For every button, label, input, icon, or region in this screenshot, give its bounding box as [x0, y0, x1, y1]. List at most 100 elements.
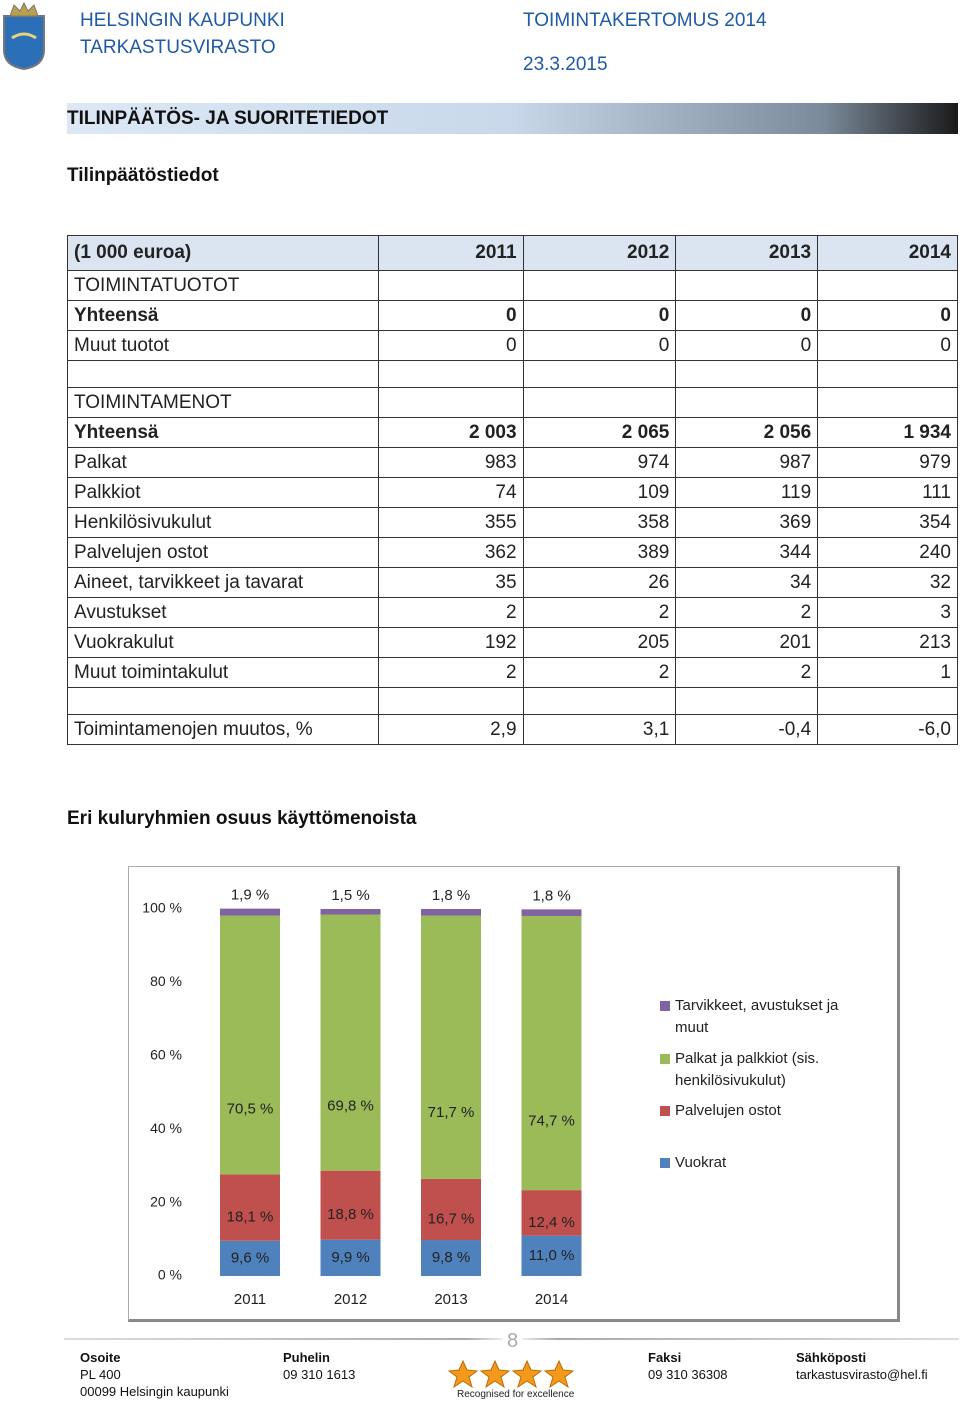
- table-cell: [522, 387, 677, 418]
- table-cell: 2: [675, 657, 819, 688]
- x-tick-label: 2012: [334, 1291, 367, 1308]
- table-cell: 1: [817, 657, 958, 688]
- org-unit: TARKASTUSVIRASTO: [80, 37, 276, 58]
- table-cell: 355: [377, 507, 524, 538]
- table-cell: 240: [817, 537, 958, 568]
- footer-text: 09 310 1613: [283, 1367, 356, 1382]
- y-tick-label: 0 %: [158, 1267, 182, 1283]
- footer-column: Puhelin 09 310 1613: [283, 1349, 355, 1383]
- table-row: Muut tuotot 0 0 0 0: [67, 330, 958, 361]
- table-cell: 2: [522, 597, 677, 628]
- table-cell: 0: [817, 330, 958, 361]
- bar-segment: [521, 1235, 582, 1276]
- table-cell: 2013: [675, 235, 819, 271]
- table-cell: 0: [817, 300, 958, 331]
- table-cell: 362: [377, 537, 524, 568]
- table-cell: 2: [377, 657, 524, 688]
- table-row: Toimintamenojen muutos, % 2,9 3,1 -0,4 -6,0: [67, 714, 958, 745]
- crest: [3, 2, 45, 70]
- data-label: 11,0 %: [529, 1247, 575, 1264]
- footer-heading: Puhelin: [283, 1350, 330, 1365]
- badge-text: Recognised for excellence: [457, 1389, 575, 1400]
- table-row: [67, 687, 958, 715]
- data-label: 18,1 %: [227, 1209, 274, 1226]
- table-cell: Muut tuotot: [67, 330, 379, 361]
- table-cell: Yhteensä: [67, 300, 379, 331]
- legend-entry: Palvelujen ostot: [660, 1100, 875, 1122]
- table-cell: [522, 687, 677, 715]
- table-cell: -0,4: [675, 714, 819, 745]
- x-tick-label: 2013: [434, 1291, 467, 1308]
- bar-segment: [421, 1178, 481, 1241]
- table-cell: (1 000 euroa): [67, 235, 379, 271]
- table-cell: 0: [522, 300, 677, 331]
- footer-heading: Sähköposti: [796, 1350, 867, 1365]
- chart: 0 % 20 % 40 % 60 % 80 % 100 % 9,6 % 18,1 % 70,5 …: [142, 887, 582, 1308]
- report-date: 23.3.2015: [523, 54, 608, 75]
- table-row: Palvelujen ostot 362 389 344 240: [67, 537, 958, 568]
- bar-segment: [220, 915, 280, 1175]
- table-cell: 2,9: [377, 714, 524, 745]
- table-row: Avustukset 2 2 2 3: [67, 597, 958, 628]
- table-cell: 2014: [817, 235, 958, 271]
- data-label: 1,8 %: [532, 887, 570, 904]
- legend-label: Vuokrat: [675, 1154, 727, 1171]
- legend-entry: Palkat ja palkkiot (sis. henkilösivukulu…: [660, 1048, 875, 1092]
- y-tick-label: 100 %: [142, 900, 182, 916]
- table-row: Palkat 983 974 987 979: [67, 447, 958, 478]
- table-cell: 34: [675, 567, 819, 598]
- table-cell: 3: [817, 597, 958, 628]
- y-tick-label: 20 %: [150, 1193, 182, 1209]
- x-tick-label: 2011: [234, 1291, 266, 1308]
- table-cell: 2 003: [377, 417, 524, 448]
- table-cell: Yhteensä: [67, 417, 379, 448]
- section-title: TOIMINTATUOTOT: [67, 270, 379, 301]
- table-cell: 344: [675, 537, 819, 568]
- table-cell: 119: [675, 477, 819, 508]
- data-label: 18,8 %: [327, 1206, 374, 1223]
- table-cell: 109: [522, 477, 677, 508]
- table-cell: 74: [377, 477, 524, 508]
- bar-segment: [421, 915, 481, 1179]
- table-cell: Palvelujen ostot: [67, 537, 379, 568]
- legend-label: Palkat ja palkkiot (sis. henkilösivukulu…: [675, 1050, 820, 1089]
- table-cell: 974: [522, 447, 677, 478]
- table-cell: [675, 387, 819, 418]
- table-cell: 213: [817, 627, 958, 658]
- bar-segment: [421, 909, 481, 916]
- table-cell: 0: [522, 330, 677, 361]
- chart-frame: [128, 866, 900, 1322]
- table-row: (1 000 euroa) 2011 2012 2013 2014: [67, 235, 958, 271]
- table-row: Henkilösivukulut 355 358 369 354: [67, 507, 958, 538]
- data-label: 12,4 %: [528, 1214, 575, 1231]
- table-cell: 201: [675, 627, 819, 658]
- table-cell: [817, 387, 958, 418]
- table-cell: [67, 687, 379, 715]
- table-cell: 2: [377, 597, 524, 628]
- data-label: 70,5 %: [227, 1101, 274, 1118]
- table-cell: [817, 270, 958, 301]
- table-cell: 192: [377, 627, 524, 658]
- table-cell: 358: [522, 507, 677, 538]
- y-tick-label: 40 %: [150, 1120, 182, 1136]
- data-label: 69,8 %: [327, 1098, 374, 1115]
- bar-segment: [320, 909, 381, 915]
- table-cell: 3,1: [522, 714, 677, 745]
- table-cell: 2012: [522, 235, 677, 271]
- data-label: 9,9 %: [331, 1249, 369, 1266]
- footer-text: 09 310 36308: [648, 1367, 728, 1382]
- table-cell: Vuokrakulut: [67, 627, 379, 658]
- footer-column: Faksi 09 310 36308: [648, 1349, 728, 1383]
- footer-column: Osoite PL 400 00099 Helsingin kaupunki: [80, 1349, 229, 1400]
- footer-text: 00099 Helsingin kaupunki: [80, 1384, 229, 1399]
- table-cell: 111: [817, 477, 958, 508]
- table-cell: 2 065: [522, 417, 677, 448]
- bar-segment: [421, 1240, 481, 1276]
- table-cell: [67, 360, 379, 388]
- table-cell: 1 934: [817, 417, 958, 448]
- data-label: 9,8 %: [432, 1249, 470, 1266]
- table-cell: 979: [817, 447, 958, 478]
- table-row: Palkkiot 74 109 119 111: [67, 477, 958, 508]
- page-number: 8: [503, 1330, 523, 1353]
